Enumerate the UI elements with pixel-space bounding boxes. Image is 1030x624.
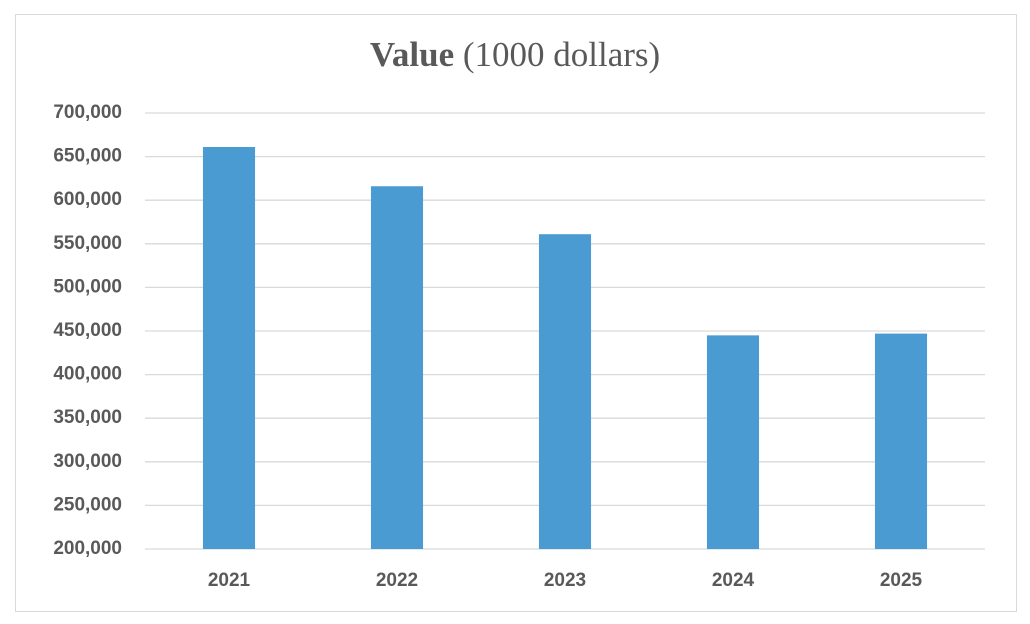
bar (370, 186, 424, 550)
y-tick-label: 400,000 (53, 364, 122, 385)
y-tick-label: 600,000 (53, 189, 122, 210)
y-tick-label: 300,000 (53, 451, 122, 472)
x-tick-label: 2023 (544, 570, 586, 591)
y-tick-label: 450,000 (53, 320, 122, 341)
x-tick-label: 2025 (880, 570, 923, 591)
y-tick-label: 200,000 (53, 538, 122, 559)
bar (202, 147, 256, 549)
x-tick-label: 2024 (712, 570, 755, 591)
chart-title: Value (1000 dollars) (370, 35, 660, 74)
bar (706, 335, 760, 549)
title-unit: (1000 dollars) (463, 35, 660, 74)
y-tick-label: 700,000 (53, 102, 122, 123)
chart-border (15, 14, 1017, 612)
title-main: Value (370, 35, 454, 74)
x-tick-label: 2022 (376, 570, 418, 591)
y-tick-label: 350,000 (53, 407, 122, 428)
bar (874, 333, 928, 549)
y-tick-label: 250,000 (53, 494, 122, 515)
y-tick-label: 500,000 (53, 276, 122, 297)
x-tick-label: 2021 (208, 570, 251, 591)
bar (538, 234, 592, 549)
y-tick-label: 550,000 (53, 233, 122, 254)
y-tick-label: 650,000 (53, 146, 122, 167)
